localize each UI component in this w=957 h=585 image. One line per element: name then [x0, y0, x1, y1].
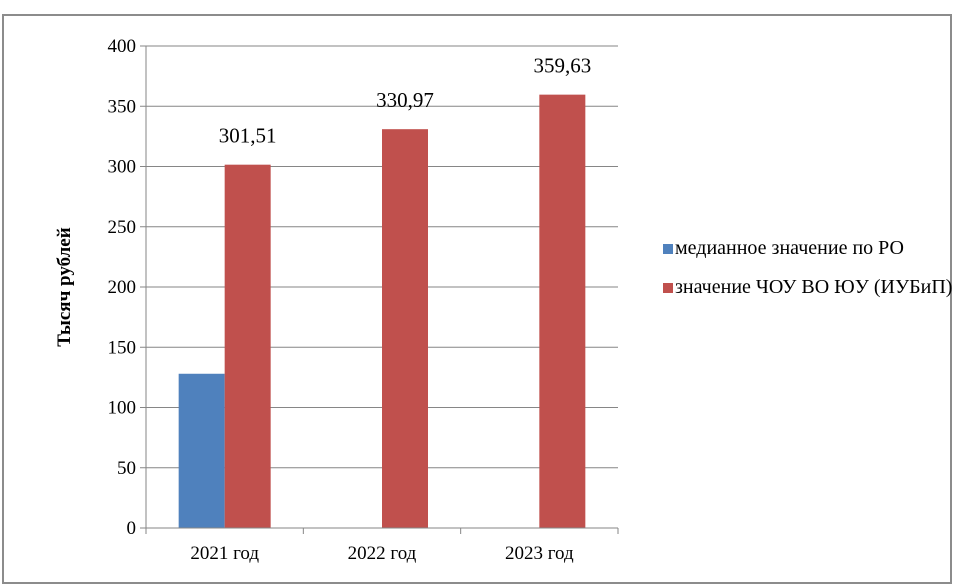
data-label: 359,63: [533, 54, 591, 78]
data-labels: 301,51 330,97 359,63: [219, 54, 591, 148]
x-tick-label: 2022 год: [348, 543, 417, 564]
y-tick-labels: 0 50 100 150 200 250 300 350 400: [108, 36, 137, 539]
y-tick-label: 300: [108, 157, 137, 178]
y-tick-label: 350: [108, 96, 137, 117]
legend-label-value: значение ЧОУ ВО ЮУ (ИУБиП): [675, 276, 953, 298]
y-tick-label: 50: [117, 458, 136, 479]
chart-frame: [2, 14, 952, 584]
data-label: 301,51: [219, 124, 277, 148]
data-label: 330,97: [376, 88, 434, 112]
legend-swatch-red: [663, 283, 673, 293]
legend-label-median: медианное значение по РО: [675, 237, 904, 259]
x-tick-labels: 2021 год 2022 год 2023 год: [190, 543, 574, 564]
x-tick-label: 2021 год: [190, 543, 259, 564]
legend-item-median: медианное значение по РО: [663, 235, 953, 262]
bars: [178, 94, 586, 529]
y-tick-label: 400: [108, 36, 137, 57]
y-tick-label: 100: [108, 398, 137, 419]
x-tick-label: 2023 год: [505, 543, 574, 564]
bar-median-1: [178, 373, 225, 528]
y-tick-label: 0: [127, 518, 137, 539]
legend-swatch-blue: [663, 244, 673, 254]
bar-value-3: [539, 94, 586, 529]
y-tick-label: 200: [108, 277, 137, 298]
axes: [140, 45, 619, 534]
bar-value-2: [382, 129, 428, 528]
y-tick-label: 250: [108, 217, 137, 238]
y-tick-label: 150: [108, 337, 137, 358]
bar-value-1: [224, 164, 271, 528]
legend-item-value: значение ЧОУ ВО ЮУ (ИУБиП): [663, 274, 953, 301]
legend: медианное значение по РО значение ЧОУ ВО…: [663, 235, 953, 313]
y-axis-label: Тысяч рублей: [54, 227, 75, 346]
